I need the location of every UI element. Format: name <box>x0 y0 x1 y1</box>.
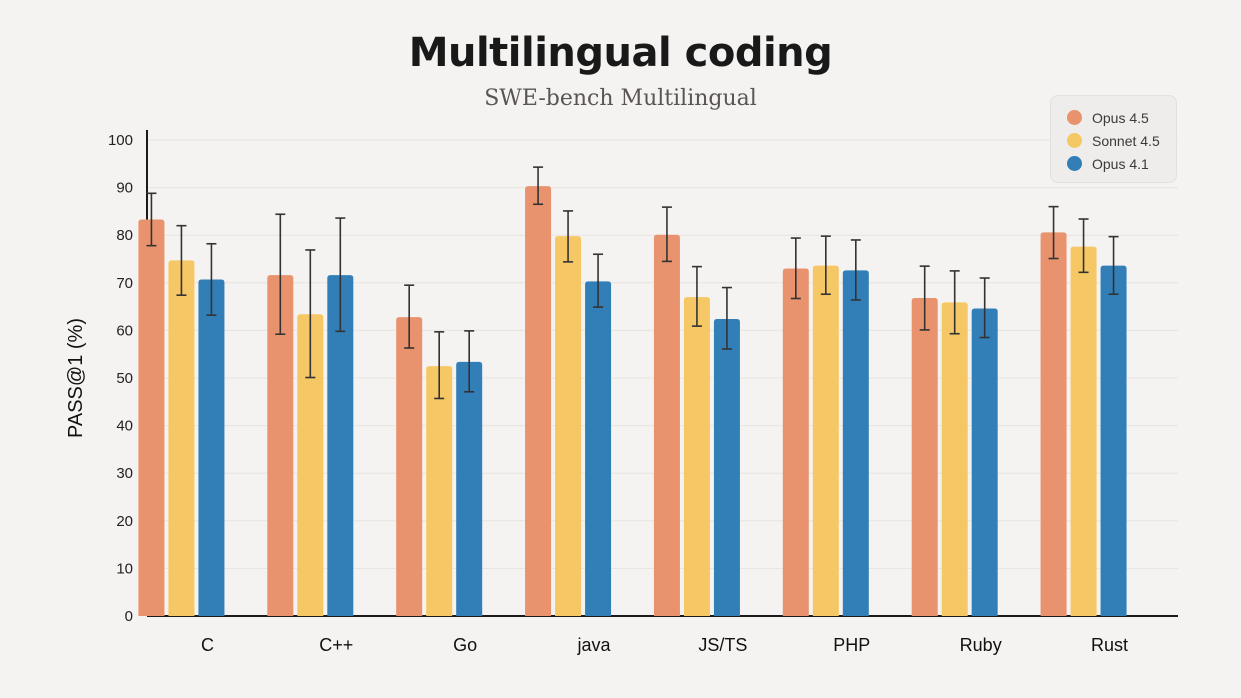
legend: Opus 4.5 Sonnet 4.5 Opus 4.1 <box>1050 95 1177 183</box>
x-tick-label: PHP <box>833 635 870 655</box>
bar <box>168 260 195 616</box>
bar <box>426 366 453 616</box>
x-tick-label: JS/TS <box>698 635 747 655</box>
bar <box>971 308 998 616</box>
bar <box>138 219 165 616</box>
y-tick-label: 10 <box>116 560 133 577</box>
x-tick-label: C++ <box>319 635 353 655</box>
chart-title: Multilingual coding <box>408 30 833 76</box>
legend-label: Opus 4.1 <box>1092 155 1149 172</box>
x-tick-label: java <box>577 635 612 655</box>
bar <box>941 302 968 616</box>
y-tick-label: 70 <box>116 275 133 292</box>
legend-swatch-icon <box>1067 110 1082 125</box>
legend-item: Opus 4.5 <box>1067 106 1176 129</box>
bar <box>911 298 938 616</box>
bar <box>525 186 552 616</box>
y-tick-label: 90 <box>116 180 133 197</box>
bar <box>555 236 582 617</box>
legend-swatch-icon <box>1067 156 1082 171</box>
legend-item: Opus 4.1 <box>1067 152 1176 175</box>
y-tick-label: 40 <box>116 418 133 435</box>
y-tick-label: 30 <box>116 465 133 482</box>
y-tick-label: 80 <box>116 227 133 244</box>
x-tick-label: Ruby <box>960 635 1002 655</box>
bar <box>842 270 869 616</box>
bar <box>585 281 612 616</box>
bar <box>267 275 294 616</box>
bar <box>812 265 839 616</box>
y-axis-label: PASS@1 (%) <box>65 318 87 438</box>
legend-swatch-icon <box>1067 133 1082 148</box>
y-tick-label: 50 <box>116 370 133 387</box>
y-tick-label: 100 <box>108 132 133 149</box>
legend-item: Sonnet 4.5 <box>1067 129 1176 152</box>
bar <box>297 314 324 616</box>
x-tick-label: C <box>201 635 214 655</box>
bar <box>1040 232 1067 616</box>
chart-subtitle: SWE-bench Multilingual <box>484 86 757 111</box>
bar <box>713 318 740 616</box>
x-tick-label: Rust <box>1091 635 1128 655</box>
bar <box>198 279 225 616</box>
bar <box>327 275 354 616</box>
bar <box>653 234 680 616</box>
bar <box>456 361 483 616</box>
legend-label: Opus 4.5 <box>1092 109 1149 126</box>
y-tick-label: 0 <box>125 608 133 625</box>
x-tick-label: Go <box>453 635 477 655</box>
bar <box>1100 265 1127 616</box>
legend-label: Sonnet 4.5 <box>1092 132 1160 149</box>
bar <box>683 297 710 616</box>
bar <box>396 317 423 616</box>
y-tick-label: 60 <box>116 322 133 339</box>
y-tick-label: 20 <box>116 513 133 530</box>
bar <box>1070 246 1097 616</box>
bar <box>782 268 809 616</box>
